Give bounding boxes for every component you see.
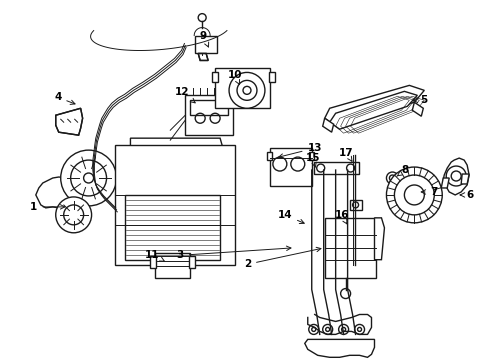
Bar xyxy=(155,253,190,278)
Bar xyxy=(266,152,271,160)
Bar xyxy=(195,36,217,54)
Bar xyxy=(268,72,274,82)
Circle shape xyxy=(63,205,83,225)
Bar xyxy=(185,95,233,135)
Circle shape xyxy=(243,86,250,94)
Circle shape xyxy=(386,172,398,184)
Text: 2: 2 xyxy=(244,247,320,269)
Circle shape xyxy=(446,166,465,186)
Polygon shape xyxy=(440,178,448,188)
Bar xyxy=(215,68,269,108)
Circle shape xyxy=(56,197,91,233)
Bar xyxy=(313,162,358,174)
Text: 9: 9 xyxy=(199,31,208,47)
Text: 7: 7 xyxy=(420,187,437,197)
Circle shape xyxy=(83,173,93,183)
Text: 3: 3 xyxy=(176,246,290,260)
Circle shape xyxy=(394,175,433,215)
Circle shape xyxy=(386,167,441,223)
Circle shape xyxy=(352,202,358,208)
Polygon shape xyxy=(324,85,424,125)
Text: 15: 15 xyxy=(305,153,319,167)
Bar xyxy=(349,200,361,210)
Polygon shape xyxy=(304,339,374,357)
Circle shape xyxy=(338,324,348,334)
Bar xyxy=(189,256,195,268)
Polygon shape xyxy=(411,102,423,116)
Bar xyxy=(324,218,376,278)
Text: 4: 4 xyxy=(54,92,75,104)
Polygon shape xyxy=(36,177,82,212)
Text: 12: 12 xyxy=(175,87,195,103)
Bar xyxy=(190,100,227,115)
Bar xyxy=(150,256,156,268)
Polygon shape xyxy=(460,174,468,184)
Bar xyxy=(269,148,311,186)
Polygon shape xyxy=(84,162,96,175)
Polygon shape xyxy=(374,218,384,260)
Polygon shape xyxy=(65,157,110,198)
Polygon shape xyxy=(329,91,416,129)
Circle shape xyxy=(322,324,332,334)
Polygon shape xyxy=(56,108,82,135)
Text: 11: 11 xyxy=(145,250,164,261)
Polygon shape xyxy=(442,158,468,195)
Text: 1: 1 xyxy=(30,202,65,212)
Polygon shape xyxy=(322,118,333,132)
Circle shape xyxy=(61,150,116,206)
Circle shape xyxy=(354,324,364,334)
Bar xyxy=(308,152,313,160)
Bar xyxy=(212,72,218,82)
Polygon shape xyxy=(198,54,208,60)
Text: 6: 6 xyxy=(459,190,473,200)
Circle shape xyxy=(340,289,350,298)
Bar xyxy=(115,145,235,265)
Circle shape xyxy=(404,185,424,205)
Circle shape xyxy=(308,324,318,334)
Text: 10: 10 xyxy=(227,71,242,84)
Text: 13: 13 xyxy=(278,143,321,158)
Bar xyxy=(125,195,220,260)
Circle shape xyxy=(71,160,106,196)
Text: 5: 5 xyxy=(412,95,427,105)
Text: 17: 17 xyxy=(339,148,353,161)
Text: 16: 16 xyxy=(334,210,348,224)
Text: 14: 14 xyxy=(277,210,304,224)
Circle shape xyxy=(228,72,264,108)
Text: 8: 8 xyxy=(396,165,408,176)
Polygon shape xyxy=(130,138,222,168)
